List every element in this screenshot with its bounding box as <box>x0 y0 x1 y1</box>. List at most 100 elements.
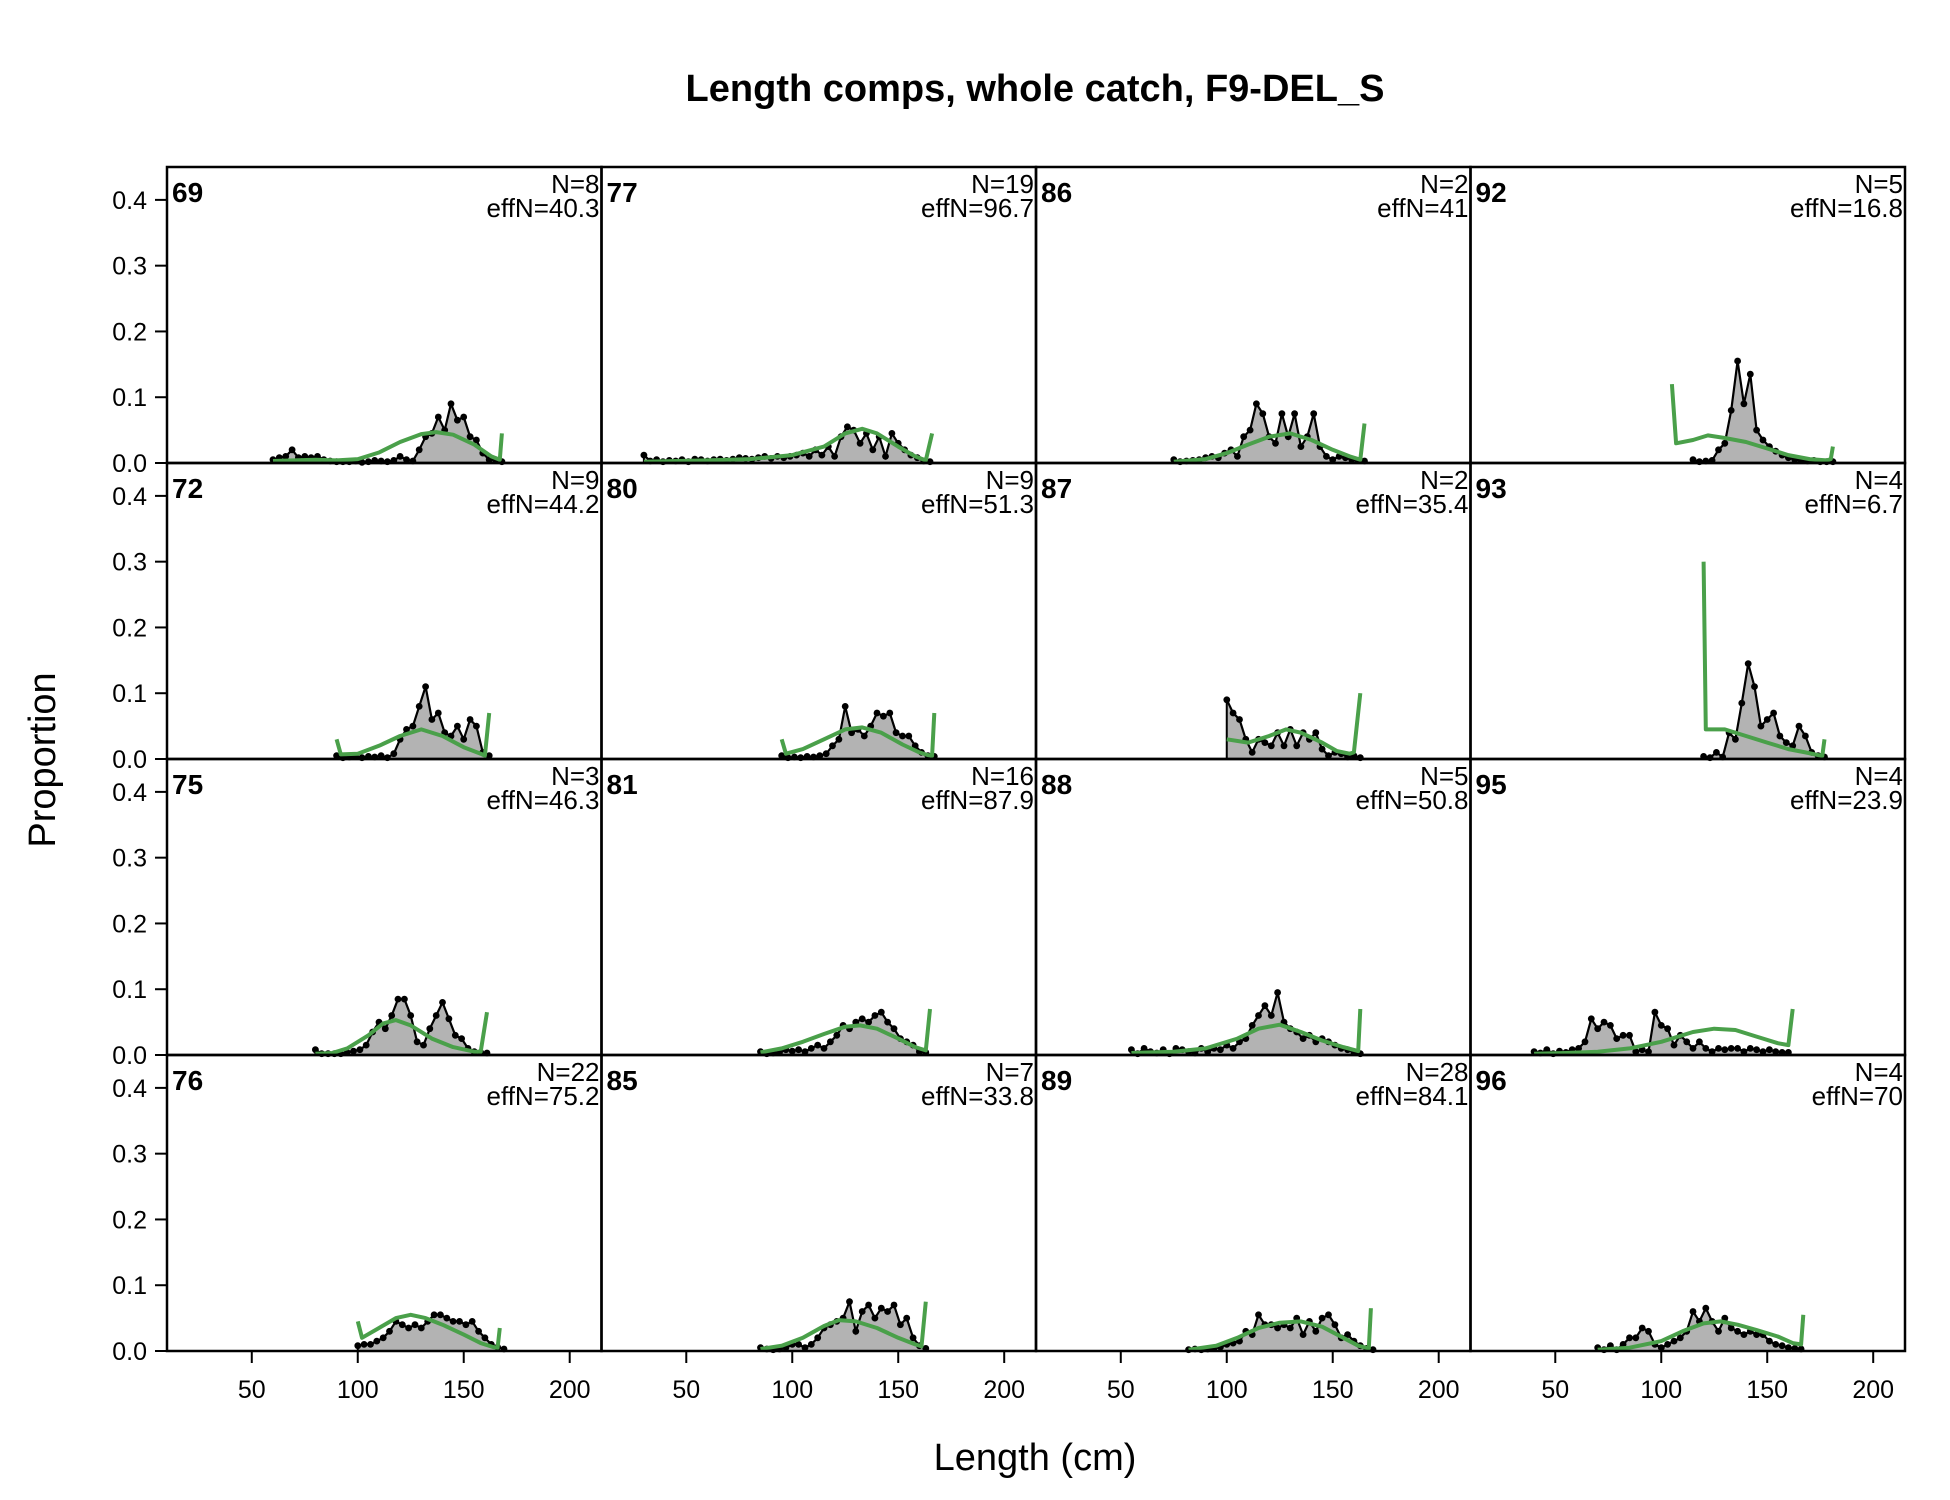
observed-point <box>466 716 474 723</box>
observed-point <box>1645 1327 1652 1335</box>
panel-year-label: 89 <box>1041 1065 1072 1096</box>
expected-line <box>760 1301 928 1351</box>
observed-point <box>1746 370 1754 378</box>
observed-point <box>1734 1045 1741 1052</box>
observed-point <box>897 1321 904 1329</box>
observed-area <box>1131 992 1361 1055</box>
observed-point <box>386 1327 393 1335</box>
observed-point <box>831 453 838 460</box>
expected-line <box>1131 1008 1363 1055</box>
observed-point <box>869 446 877 454</box>
observed-point <box>778 752 786 760</box>
observed-point <box>401 995 408 1003</box>
panel-effn-label: effN=84.1 <box>1355 1081 1468 1111</box>
observed-point <box>473 722 480 730</box>
observed-point <box>445 1015 453 1023</box>
panel-effn-label: effN=23.9 <box>1790 785 1903 815</box>
observed-point <box>873 709 881 717</box>
observed-point <box>1740 400 1748 408</box>
observed-point <box>1310 410 1318 418</box>
observed-point <box>1600 1018 1608 1026</box>
observed-point <box>434 413 442 421</box>
observed-point <box>818 451 826 459</box>
observed-point <box>468 1318 476 1325</box>
observed-point <box>820 1045 828 1052</box>
observed-point <box>1782 739 1790 746</box>
observed-point <box>814 1041 822 1049</box>
panel-effn-label: effN=16.8 <box>1790 193 1903 223</box>
observed-point <box>473 436 480 444</box>
observed-point <box>1740 1048 1748 1056</box>
observed-point <box>1299 1331 1307 1338</box>
observed-point <box>795 1046 802 1054</box>
chart-title: Length comps, whole catch, F9-DEL_S <box>686 68 1385 110</box>
observed-point <box>1286 1324 1294 1332</box>
observed-point <box>827 1038 834 1046</box>
observed-point <box>1240 433 1248 441</box>
observed-point <box>282 453 290 460</box>
observed-point <box>362 1041 370 1049</box>
observed-point <box>1702 1304 1710 1312</box>
observed-point <box>356 1046 364 1054</box>
x-tick-label: 150 <box>1746 1376 1788 1404</box>
x-axis-label: Length (cm) <box>934 1437 1137 1479</box>
panel-n-label: N=22 <box>537 1057 600 1087</box>
observed-point <box>1670 1041 1678 1049</box>
observed-point <box>1763 716 1771 723</box>
y-tick-label: 0.3 <box>112 549 147 577</box>
observed-point <box>288 446 296 454</box>
observed-point <box>844 423 851 431</box>
panel-year-label: 72 <box>172 473 203 504</box>
observed-area <box>1188 1314 1374 1351</box>
observed-point <box>403 726 410 733</box>
y-tick-label: 0.0 <box>112 450 147 478</box>
panel-year-label: 77 <box>607 177 638 208</box>
observed-point <box>1267 1012 1275 1019</box>
panel-effn-label: effN=51.3 <box>921 489 1034 519</box>
observed-point <box>1734 1327 1741 1335</box>
observed-point <box>795 1341 802 1348</box>
observed-point <box>877 1008 885 1016</box>
panel-effn-label: effN=40.3 <box>486 193 599 223</box>
panel-n-label: N=9 <box>551 465 599 495</box>
observed-point <box>1312 729 1320 737</box>
observed-point <box>388 1012 396 1019</box>
observed-area <box>1703 663 1825 759</box>
observed-point <box>1253 400 1260 408</box>
y-tick-label: 0.2 <box>112 910 147 938</box>
panel-n-label: N=5 <box>1420 761 1468 791</box>
observed-point <box>1293 742 1301 750</box>
observed-point <box>801 1048 809 1056</box>
observed-point <box>434 709 442 717</box>
observed-point <box>481 1334 489 1342</box>
observed-point <box>1248 749 1256 756</box>
panel-effn-label: effN=87.9 <box>921 785 1034 815</box>
x-tick-label: 50 <box>238 1376 266 1404</box>
observed-point <box>1329 456 1337 464</box>
observed-point <box>1229 709 1237 717</box>
x-tick-label: 200 <box>549 1376 591 1404</box>
observed-point <box>417 1324 425 1332</box>
expected-line <box>1173 423 1367 464</box>
observed-point <box>1344 1331 1351 1338</box>
observed-point <box>1140 1045 1148 1052</box>
expected-line <box>334 712 492 758</box>
y-tick-label: 0.1 <box>112 976 147 1004</box>
observed-point <box>377 752 385 760</box>
observed-point <box>420 1041 427 1049</box>
observed-point <box>835 735 843 743</box>
observed-point <box>405 1324 412 1332</box>
y-tick-label: 0.1 <box>112 384 147 412</box>
observed-point <box>871 1012 879 1019</box>
observed-point <box>1312 1327 1320 1335</box>
panel-effn-label: effN=35.4 <box>1355 489 1468 519</box>
observed-point <box>1657 1022 1665 1029</box>
observed-point <box>1645 1048 1652 1056</box>
observed-point <box>1274 989 1281 996</box>
